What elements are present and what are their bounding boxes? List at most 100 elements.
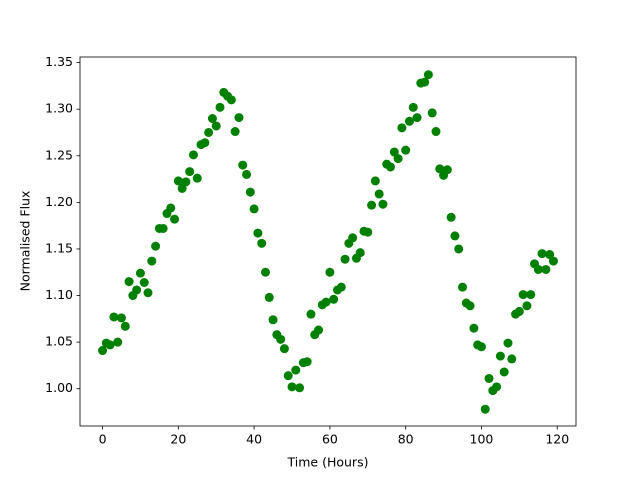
x-tick-label: 100 bbox=[470, 432, 494, 447]
point bbox=[389, 147, 399, 157]
point bbox=[120, 321, 130, 331]
point bbox=[526, 290, 536, 300]
point bbox=[495, 351, 505, 361]
point bbox=[279, 344, 289, 354]
point bbox=[393, 154, 403, 164]
point bbox=[484, 373, 494, 383]
x-tick-label: 120 bbox=[545, 432, 569, 447]
point bbox=[450, 231, 460, 241]
point bbox=[541, 264, 551, 274]
point bbox=[404, 116, 414, 126]
point bbox=[367, 200, 377, 210]
point bbox=[480, 404, 490, 414]
point bbox=[200, 138, 210, 148]
point bbox=[132, 285, 142, 295]
point bbox=[264, 292, 274, 302]
point bbox=[503, 338, 513, 348]
x-tick-label: 80 bbox=[398, 432, 414, 447]
point bbox=[192, 173, 202, 183]
point bbox=[268, 315, 278, 325]
point bbox=[321, 297, 331, 307]
point bbox=[522, 301, 532, 311]
point bbox=[234, 113, 244, 123]
y-tick-label: 1.20 bbox=[45, 194, 73, 209]
y-tick-label: 1.00 bbox=[45, 380, 73, 395]
point bbox=[545, 250, 555, 260]
point bbox=[257, 238, 267, 248]
point bbox=[105, 340, 115, 350]
point bbox=[408, 102, 418, 112]
point bbox=[499, 367, 509, 377]
point bbox=[412, 113, 422, 123]
point bbox=[427, 108, 437, 118]
point bbox=[431, 127, 441, 137]
point bbox=[226, 95, 236, 105]
point bbox=[370, 176, 380, 186]
y-tick-label: 1.15 bbox=[45, 240, 73, 255]
point bbox=[378, 199, 388, 209]
point bbox=[215, 102, 225, 112]
point bbox=[204, 127, 214, 137]
point bbox=[507, 354, 517, 364]
point bbox=[302, 357, 312, 367]
point bbox=[518, 290, 528, 300]
point bbox=[420, 77, 430, 87]
y-tick-label: 1.05 bbox=[45, 334, 73, 349]
point bbox=[514, 306, 524, 316]
y-tick-label: 1.35 bbox=[45, 54, 73, 69]
point bbox=[276, 334, 286, 344]
point bbox=[423, 70, 433, 80]
point bbox=[207, 114, 217, 123]
point bbox=[465, 301, 475, 311]
point bbox=[173, 176, 183, 186]
point bbox=[446, 212, 456, 222]
point bbox=[537, 249, 547, 259]
y-tick-label: 1.25 bbox=[45, 147, 73, 162]
point bbox=[533, 264, 543, 274]
point bbox=[454, 244, 464, 254]
point bbox=[492, 382, 502, 392]
point bbox=[170, 214, 180, 224]
point bbox=[230, 127, 240, 137]
point bbox=[287, 382, 297, 392]
plot-frame bbox=[79, 56, 577, 427]
point bbox=[143, 288, 153, 298]
y-axis-label: Normalised Flux bbox=[18, 191, 33, 292]
point bbox=[124, 277, 134, 287]
x-tick-label: 20 bbox=[170, 432, 186, 447]
point bbox=[188, 150, 198, 160]
point bbox=[242, 169, 252, 179]
point bbox=[469, 323, 479, 333]
point bbox=[336, 282, 346, 292]
point bbox=[401, 145, 411, 155]
point bbox=[386, 162, 396, 172]
point bbox=[374, 189, 384, 199]
point bbox=[397, 123, 407, 133]
x-tick-label: 40 bbox=[246, 432, 262, 447]
point bbox=[340, 254, 350, 264]
point bbox=[291, 365, 301, 375]
point bbox=[151, 241, 161, 251]
point bbox=[211, 121, 221, 131]
point bbox=[113, 337, 123, 347]
point bbox=[135, 268, 145, 278]
point bbox=[295, 383, 305, 393]
point bbox=[253, 228, 263, 238]
point bbox=[283, 371, 293, 381]
point bbox=[458, 282, 468, 292]
point bbox=[181, 177, 191, 187]
y-tick-label: 1.30 bbox=[45, 101, 73, 116]
point bbox=[348, 233, 358, 243]
point bbox=[260, 267, 270, 277]
point bbox=[329, 294, 339, 304]
point bbox=[363, 227, 373, 237]
point bbox=[185, 167, 195, 177]
point bbox=[238, 160, 248, 170]
point bbox=[249, 204, 259, 214]
point bbox=[442, 165, 452, 175]
point bbox=[355, 248, 365, 258]
point bbox=[325, 267, 335, 277]
point bbox=[177, 183, 187, 193]
